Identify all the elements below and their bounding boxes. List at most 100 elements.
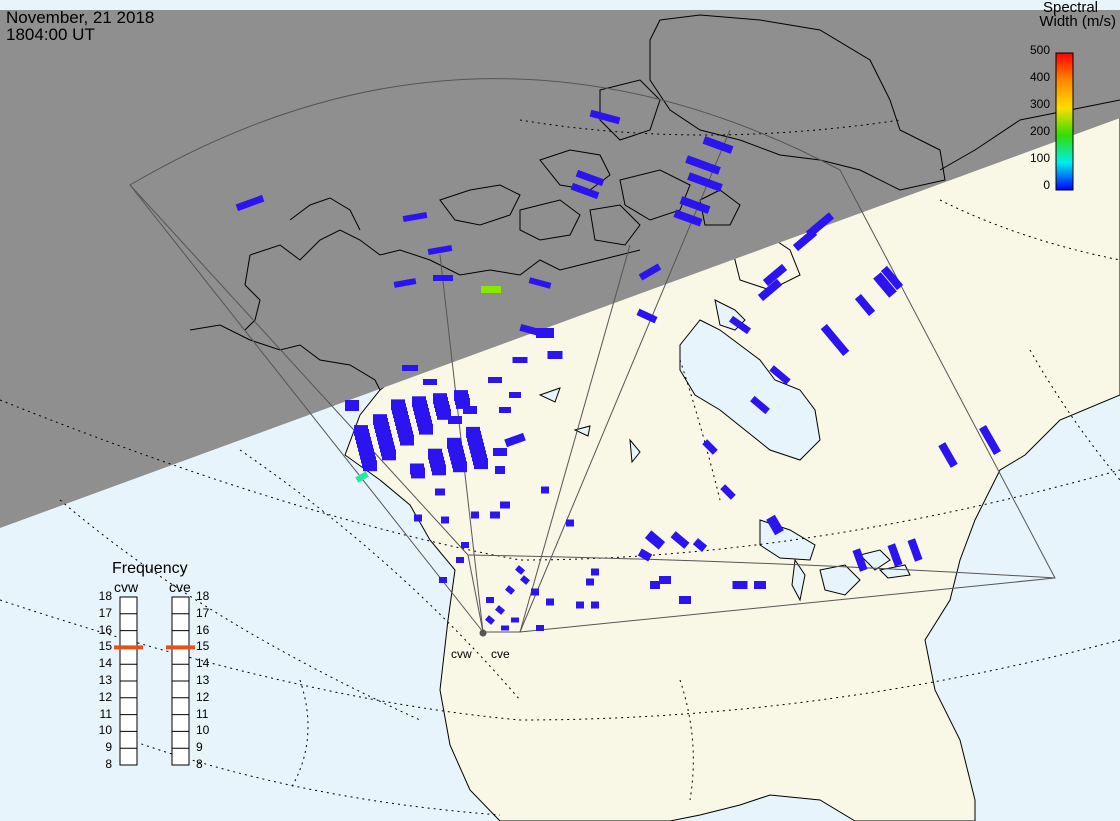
frequency-marker xyxy=(114,645,143,650)
frequency-tick-left: 16 xyxy=(98,622,112,637)
echo-cell xyxy=(728,315,752,335)
echo-cell xyxy=(650,581,660,589)
echo-cell xyxy=(402,211,428,223)
echo-cell xyxy=(511,617,519,623)
echo-cell xyxy=(637,548,653,562)
echo-cell xyxy=(566,519,574,527)
echo-cell xyxy=(428,448,442,460)
echo-cell xyxy=(591,568,599,576)
echo-cell xyxy=(541,486,549,494)
color-scale-title: Spectral xyxy=(1042,0,1098,16)
echo-cell xyxy=(757,278,783,302)
echo-cell xyxy=(520,575,530,585)
echo-cell xyxy=(887,543,903,567)
echo-cell xyxy=(805,212,835,238)
echo-cell xyxy=(433,393,447,405)
echo-cell xyxy=(461,542,469,548)
echo-cell xyxy=(435,488,445,496)
frequency-tick-right: 13 xyxy=(196,673,210,687)
echo-cell xyxy=(528,277,552,289)
echo-cell xyxy=(471,511,479,519)
echo-cell xyxy=(501,625,509,631)
echo-cell xyxy=(441,516,449,524)
scale-tick-400: 400 xyxy=(1029,70,1050,84)
echo-cell xyxy=(515,565,525,575)
echo-cell xyxy=(466,426,480,438)
frequency-tick-left: 8 xyxy=(105,757,112,771)
echo-cell xyxy=(439,577,447,583)
echo-cell xyxy=(345,400,359,411)
echo-cell xyxy=(938,442,958,468)
echo-cell xyxy=(589,109,621,125)
echo-cell xyxy=(636,308,658,324)
echo-cell xyxy=(536,625,544,631)
echo-cell xyxy=(463,406,477,414)
echo-cell xyxy=(692,538,708,552)
echo-cell-high xyxy=(481,286,501,293)
echo-cell xyxy=(670,531,690,549)
echo-cell xyxy=(546,598,554,606)
echo-cell xyxy=(512,357,528,363)
echo-cell xyxy=(495,605,505,615)
echo-cell xyxy=(354,425,368,437)
echo-cell xyxy=(570,182,600,200)
frequency-tick-right: 8 xyxy=(196,757,203,771)
echo-cell xyxy=(852,548,868,572)
echo-cell xyxy=(402,365,418,371)
echo-cell xyxy=(979,425,1001,455)
time-label: 1804:00 UT xyxy=(6,25,95,44)
date-label: November, 21 2018 xyxy=(6,8,155,27)
echo-cell xyxy=(679,596,691,604)
echo-cell xyxy=(769,365,791,385)
echo-cell xyxy=(873,272,897,298)
frequency-tick-right: 14 xyxy=(196,656,210,671)
scale-tick-0: 0 xyxy=(1043,178,1050,192)
frequency-marker xyxy=(166,645,195,650)
echo-cell xyxy=(505,585,515,595)
scale-tick-100: 100 xyxy=(1029,151,1050,165)
frequency-tick-left: 12 xyxy=(98,689,112,704)
frequency-title: Frequency xyxy=(112,560,188,577)
frequency-tick-left: 14 xyxy=(98,656,112,671)
echo-cell-mid xyxy=(355,471,369,483)
scale-tick-200: 200 xyxy=(1029,124,1050,138)
echo-cell xyxy=(391,399,405,411)
frequency-tick-right: 10 xyxy=(196,723,210,738)
echo-cell xyxy=(586,578,594,586)
frequency-tick-right: 16 xyxy=(196,622,210,637)
echo-cell xyxy=(486,597,494,603)
echo-cell xyxy=(702,439,718,455)
echo-cell xyxy=(638,263,662,281)
echo-cell xyxy=(880,265,904,291)
echo-cell xyxy=(414,514,422,522)
frequency-tick-right: 12 xyxy=(196,689,210,704)
echo-cell xyxy=(547,351,563,359)
frequency-tick-right: 18 xyxy=(196,589,210,603)
echo-cell xyxy=(659,576,671,584)
echo-cell xyxy=(454,390,468,402)
echo-cell xyxy=(410,463,424,475)
echo-cell xyxy=(576,601,584,609)
echo-cell xyxy=(750,395,770,415)
frequency-tick-left: 13 xyxy=(98,673,112,687)
echo-cell xyxy=(679,196,711,214)
echo-cell xyxy=(433,275,453,281)
frequency-tick-left: 10 xyxy=(98,723,112,738)
echo-cell xyxy=(412,396,426,408)
echo-cell xyxy=(495,466,505,474)
frequency-tick-right: 17 xyxy=(196,605,210,620)
echo-cell xyxy=(488,377,502,383)
echo-cell xyxy=(519,324,541,336)
site-label-cvw: cvw xyxy=(451,647,472,661)
echo-cell xyxy=(673,209,703,227)
frequency-tick-right: 9 xyxy=(196,740,203,755)
echo-cell xyxy=(685,155,721,175)
echo-cell xyxy=(493,448,507,456)
frequency-radar-cve: cve xyxy=(169,579,191,595)
echo-cell xyxy=(448,416,462,424)
echo-cell xyxy=(644,530,666,550)
echo-cell xyxy=(500,501,510,509)
echo-cell xyxy=(854,294,876,316)
echo-cell xyxy=(702,136,734,154)
frequency-tick-right: 15 xyxy=(196,639,210,654)
